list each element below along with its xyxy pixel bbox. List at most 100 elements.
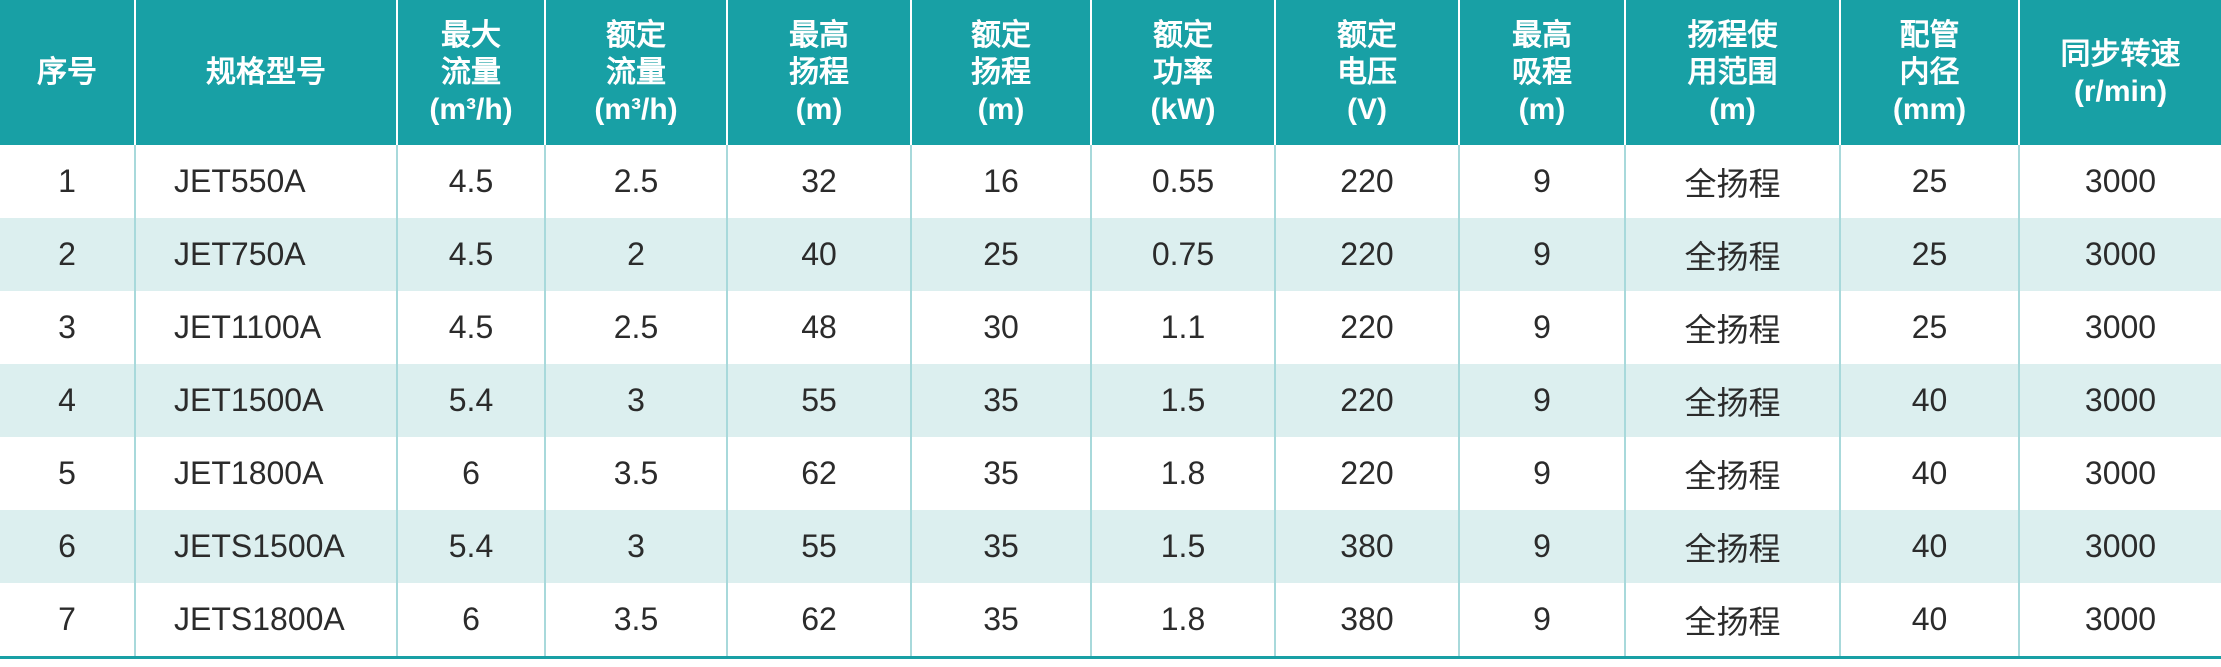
table-cell: 220: [1274, 291, 1459, 364]
header-line: 配管: [1899, 19, 1960, 52]
header-cell: 额定 流量 (m³/h): [544, 0, 727, 145]
table-cell: 9: [1458, 583, 1625, 659]
table-row: 2 JET750A 4.5 2 40 25 0.75 220 9 全扬程 25 3000: [0, 218, 2221, 291]
header-cell: 额定 电压 (V): [1274, 0, 1459, 145]
table-cell: 1.5: [1090, 510, 1275, 583]
table-cell: 全扬程: [1624, 145, 1840, 218]
header-line: (m): [977, 93, 1025, 126]
table-cell: 40: [1839, 364, 2019, 437]
table-cell: 9: [1458, 510, 1625, 583]
table-cell: 9: [1458, 291, 1625, 364]
table-cell: 全扬程: [1624, 437, 1840, 510]
header-line: (V): [1347, 93, 1387, 126]
table-cell: 220: [1274, 437, 1459, 510]
table-cell: 40: [1839, 583, 2019, 659]
table-cell: 2: [0, 218, 135, 291]
table-cell: 220: [1274, 218, 1459, 291]
table-cell: 3: [58, 309, 76, 345]
table-cell: 35: [910, 510, 1091, 583]
table-cell: 48: [726, 291, 911, 364]
table-cell: 9: [1458, 437, 1625, 510]
table-cell: 40: [1839, 510, 2019, 583]
table-cell: 6: [0, 510, 135, 583]
table-cell: 3000: [2018, 583, 2221, 659]
table-cell: 0.55: [1090, 145, 1275, 218]
table-cell: 2.5: [544, 291, 727, 364]
table-cell: 380: [1274, 583, 1459, 659]
table-cell: 6: [396, 583, 545, 659]
header-line: 流量: [606, 56, 666, 89]
table-cell: 40: [726, 218, 911, 291]
header-line: (m): [1518, 93, 1566, 126]
table-cell: 3.5: [544, 437, 727, 510]
header-line: 序号: [37, 56, 97, 89]
header-cell: 规格型号: [134, 0, 397, 145]
header-cell: 同步转速 (r/min): [2018, 0, 2221, 145]
table-cell: 35: [910, 437, 1091, 510]
table-cell: JET750A: [134, 218, 397, 291]
table-cell: 35: [910, 364, 1091, 437]
table-row: 4 JET1500A 5.4 3 55 35 1.5 220 9 全扬程 40 3000: [0, 364, 2221, 437]
table-cell: 9: [1458, 364, 1625, 437]
table-cell: 3.5: [544, 583, 727, 659]
header-row: 序号 规格型号 最大流量 (m³/h) 额定流量 (m³/h) 最高扬程 (m) 额定扬程 (m)…: [0, 0, 2221, 145]
header-cell: 序号: [0, 0, 135, 145]
table-cell: 3000: [2018, 291, 2221, 364]
header-cell: 额定扬程 (m): [910, 0, 1091, 145]
header-line: 扬程: [971, 56, 1031, 89]
table-cell: JET550A: [134, 145, 397, 218]
table-cell: 7: [0, 583, 135, 659]
table-cell: 9: [1458, 218, 1625, 291]
table-cell: JETS1500A: [134, 510, 397, 583]
table-cell: JET1800A: [134, 437, 397, 510]
table-cell: 5: [58, 455, 76, 491]
header-cell: 最高吸程 (m): [1458, 0, 1625, 145]
table-cell: 全扬程: [1624, 364, 1840, 437]
header-cell: 配管 内径 (mm): [1839, 0, 2019, 145]
table-row: 7 JETS1800A 6 3.5 62 35 1.8 380 9 全扬程 40 3000: [0, 583, 2221, 659]
table-cell: 9: [1458, 145, 1625, 218]
table-cell: 0.75: [1090, 218, 1275, 291]
header-line: 扬程: [789, 56, 849, 89]
table-cell: 25: [1839, 218, 2019, 291]
table-cell: 全扬程: [1624, 510, 1840, 583]
header-line: (m³/h): [594, 93, 678, 126]
header-line: 额定: [1337, 19, 1397, 52]
table-cell: JETS1800A: [134, 583, 397, 659]
header-line: 功率: [1153, 56, 1213, 89]
table-row: 3 JET1100A 4.5 2.5 48 30 1.1 220 9 全扬程 25 3000: [0, 291, 2221, 364]
header-line: 流量: [441, 56, 501, 89]
table-cell: 5.4: [396, 364, 545, 437]
header-line: (m): [795, 93, 843, 126]
header-line: (r/min): [2073, 74, 2168, 108]
table-cell: 全扬程: [1624, 291, 1840, 364]
header-line: 最高: [1512, 19, 1572, 52]
header-line: 最大: [441, 19, 501, 52]
table-cell: 55: [726, 510, 911, 583]
table-cell: 4.5: [396, 218, 545, 291]
header-line: (m³/h): [429, 93, 513, 126]
header-line: 用范围: [1687, 56, 1778, 89]
table-cell: 62: [726, 583, 911, 659]
table-cell: JET1100A: [134, 291, 397, 364]
table-cell: 55: [726, 364, 911, 437]
header-cell: 最大流量 (m³/h): [396, 0, 545, 145]
header-cell: 最高 扬程 (m): [726, 0, 911, 145]
table-cell: 1.5: [1090, 364, 1275, 437]
table-cell: 4.5: [396, 145, 545, 218]
table-body: 1 JET550A 4.5 2.5 32 16 0.55 220 9 全扬程 25 3000 2 JET7…: [0, 145, 2221, 659]
header-line: 吸程: [1512, 56, 1572, 89]
table-cell: 6: [396, 437, 545, 510]
table-cell: 1.8: [1090, 437, 1275, 510]
table-cell: 2: [544, 218, 727, 291]
table-cell: 3: [544, 510, 727, 583]
table-cell: 220: [1274, 364, 1459, 437]
header-line: 额定: [971, 19, 1031, 52]
table-cell: 3000: [2018, 510, 2221, 583]
header-line: 扬程使: [1687, 19, 1778, 52]
table-cell: JET1500A: [134, 364, 397, 437]
table-cell: 3000: [2018, 437, 2221, 510]
header-line: (m): [1709, 93, 1756, 126]
header-cell: 扬程使用范围 (m): [1624, 0, 1840, 145]
